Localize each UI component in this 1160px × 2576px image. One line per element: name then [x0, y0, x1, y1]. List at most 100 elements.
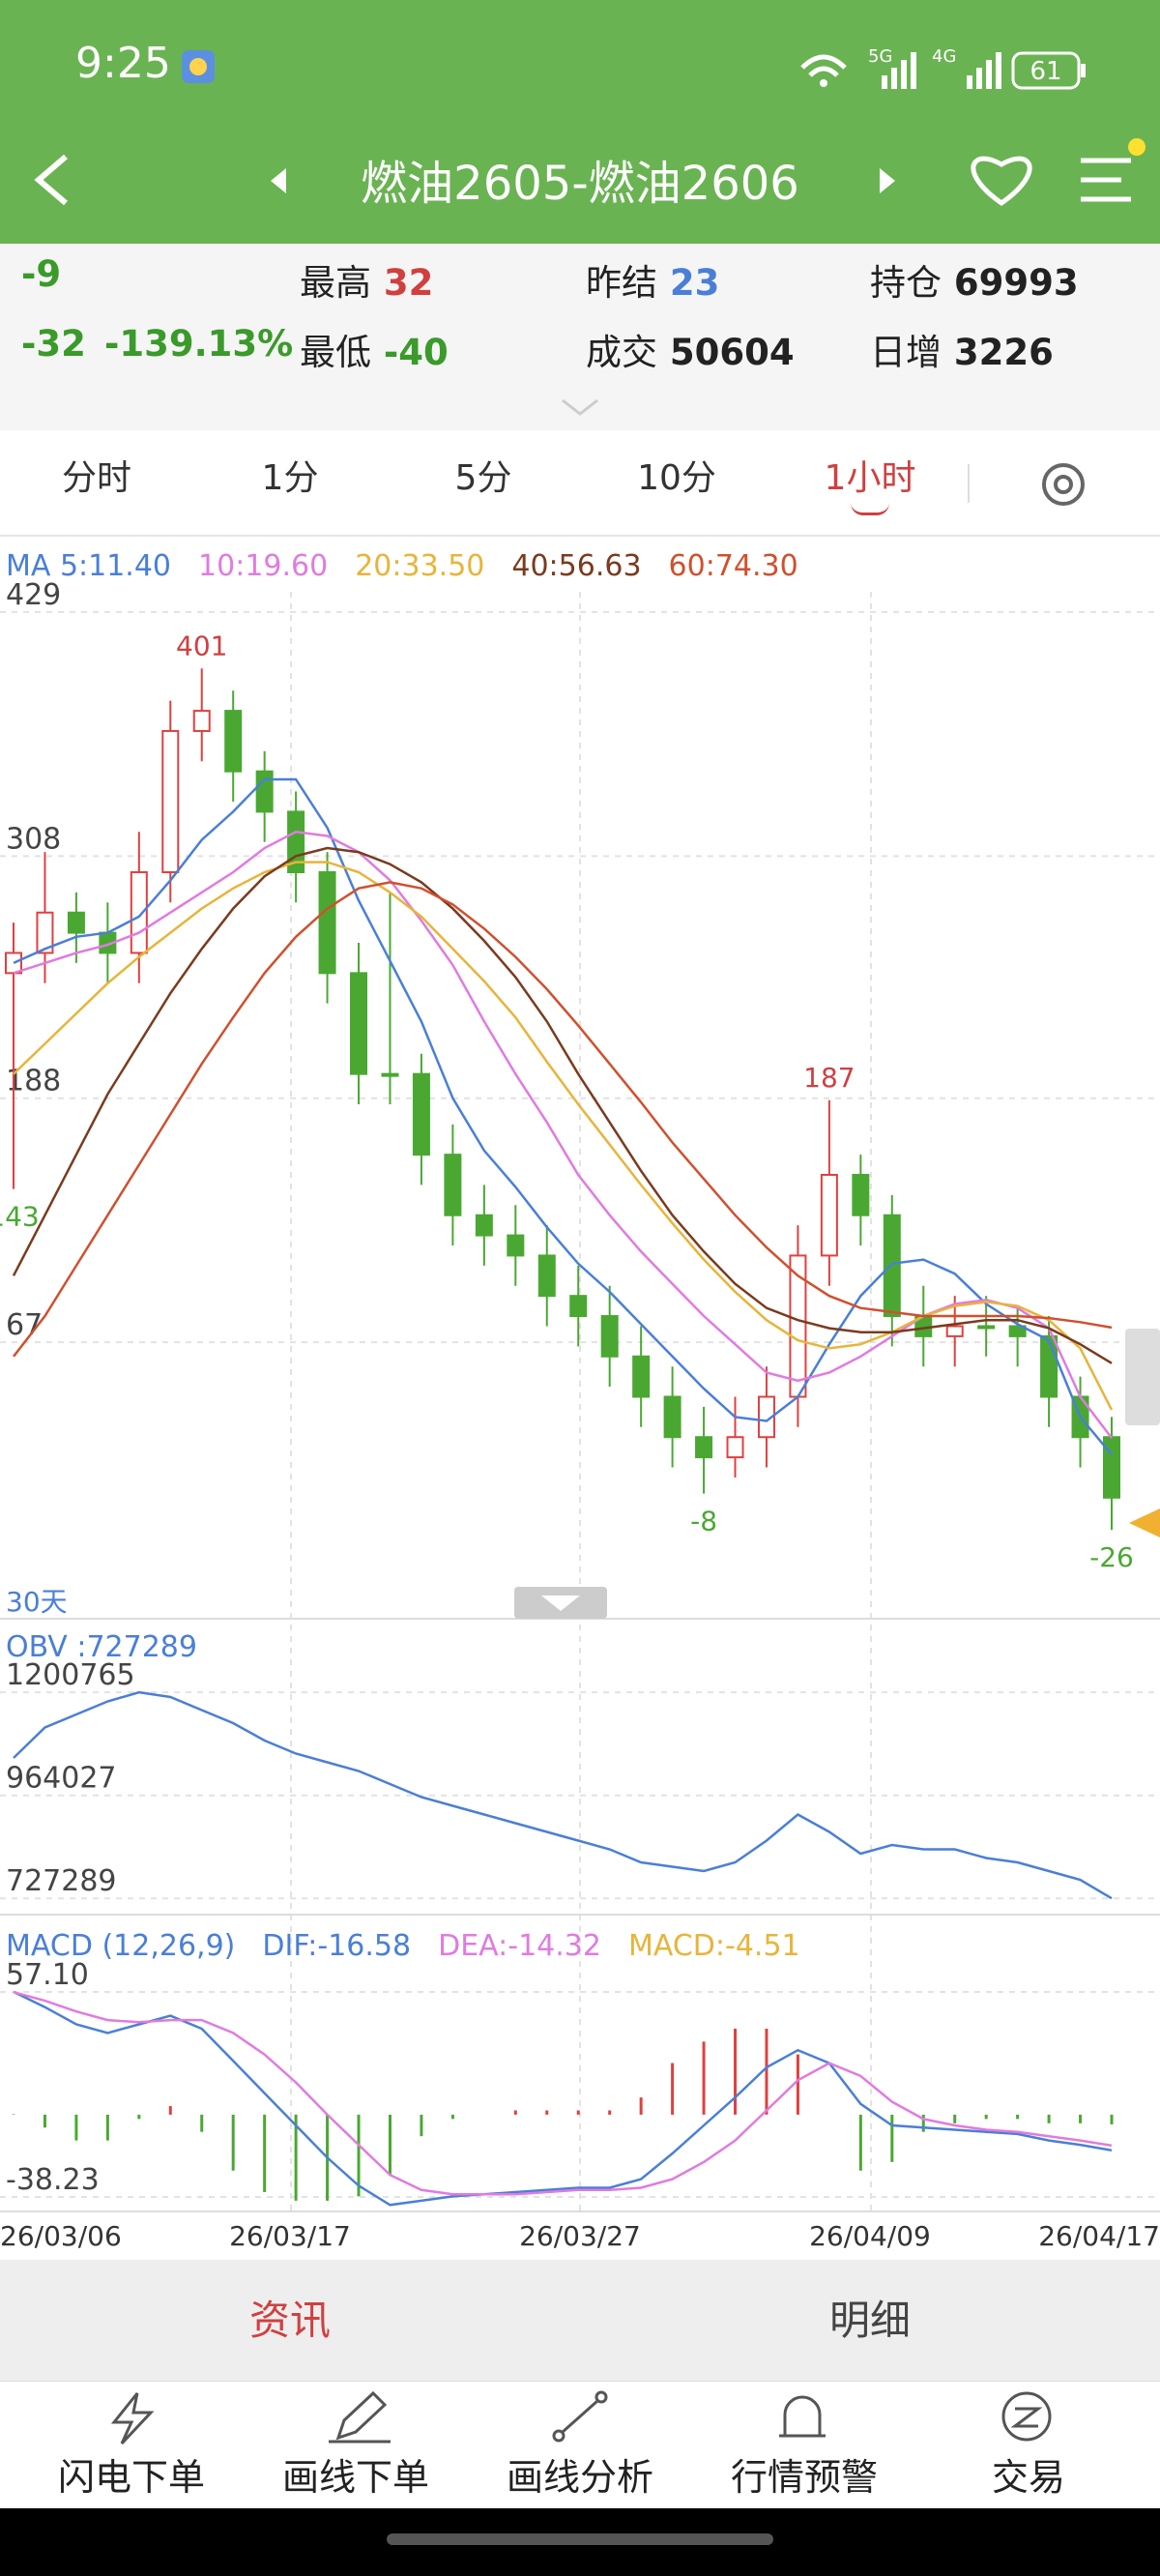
obv-tick: 964027	[6, 1762, 117, 1796]
price-tick: 188	[6, 1065, 61, 1098]
ma-line	[13, 881, 1113, 1358]
toolbar-item[interactable]: 闪电下单	[57, 2456, 205, 2499]
obv-tick: 1200765	[6, 1658, 135, 1692]
bottom-tab[interactable]: 明细	[828, 2297, 911, 2344]
date-label: 26/03/17	[229, 2220, 351, 2252]
candle-body	[883, 1214, 901, 1318]
candle-body	[5, 951, 22, 975]
change: -9	[21, 253, 62, 295]
toolbar-icons	[110, 2390, 1052, 2445]
candle-body	[820, 1173, 838, 1257]
time: 9:25	[75, 39, 171, 88]
change-abs: -32	[21, 323, 86, 365]
collapse-arrow	[541, 1595, 580, 1611]
candle-body	[161, 729, 180, 874]
candle-body	[36, 911, 54, 954]
candle-body	[852, 1173, 870, 1216]
extreme-label: 401	[176, 629, 227, 661]
ma-line	[12, 846, 1113, 1364]
candle-body	[381, 1072, 399, 1077]
change-pct: -139.13%	[104, 323, 294, 365]
expand[interactable]	[561, 396, 599, 420]
macd-legend: DEA:-14.32	[438, 1929, 601, 1963]
nav-title: 燃油2605-燃油2606	[361, 157, 799, 211]
candle-body	[600, 1315, 619, 1358]
stats: -9 -32 -139.13% 最高 32 最低 -40 昨结 23 成交 50…	[0, 244, 1160, 430]
candle-body	[1008, 1325, 1027, 1337]
dif-line	[13, 1990, 1113, 2207]
date-label: 26/03/06	[0, 2220, 122, 2252]
label: 持仓	[870, 262, 942, 304]
tab[interactable]: 分时	[61, 458, 131, 498]
price-tick: 308	[6, 822, 61, 856]
ma-line	[13, 831, 1113, 1439]
tab[interactable]: 1分	[261, 458, 319, 498]
extreme-label: 187	[803, 1062, 855, 1094]
label: 最高	[300, 262, 371, 304]
tab[interactable]: 1小时	[824, 458, 916, 498]
side-handle	[1125, 1329, 1160, 1425]
date-label: 26/03/27	[519, 2220, 641, 2252]
svg-text:5G: 5G	[868, 46, 892, 67]
value: 69993	[953, 262, 1079, 304]
candle-body	[537, 1254, 556, 1298]
macd-tick: -38.23	[6, 2163, 100, 2197]
ma-legend: 20:33.50	[355, 549, 484, 583]
ma-legend: 60:74.30	[669, 549, 798, 583]
bottom-tab[interactable]: 资讯	[248, 2297, 331, 2344]
toolbar-item[interactable]: 画线分析	[506, 2456, 653, 2499]
candle-body	[412, 1072, 430, 1156]
date-label: 26/04/09	[809, 2220, 931, 2252]
value: -40	[383, 332, 449, 373]
candle-body	[507, 1234, 525, 1257]
value: 3226	[953, 332, 1054, 373]
macd-tick: 57.10	[6, 1958, 89, 1992]
candle-body	[444, 1154, 462, 1216]
dea-line	[13, 1990, 1113, 2196]
macd-legend: DIF:-16.58	[262, 1929, 411, 1963]
toolbar-item[interactable]: 交易	[991, 2456, 1065, 2499]
value: 23	[669, 262, 720, 304]
candle-body	[255, 770, 274, 813]
value: 32	[383, 262, 434, 304]
tab-icons	[968, 463, 1085, 506]
extreme-label: 143	[0, 1201, 40, 1233]
bottom-tabs: 资讯 明细	[0, 2260, 1160, 2381]
ma-legend: 40:56.63	[511, 549, 641, 583]
label: 最低	[300, 332, 371, 373]
extreme-label: -26	[1089, 1541, 1134, 1573]
candle-body	[350, 972, 368, 1075]
toolbar-item[interactable]: 画线下单	[281, 2456, 429, 2499]
candle-body	[130, 871, 148, 954]
period-label: 30天	[6, 1586, 68, 1618]
tab[interactable]: 5分	[454, 458, 512, 498]
tab-underline	[851, 503, 889, 515]
macd-legend: MACD:-4.51	[628, 1929, 800, 1963]
candle-body	[632, 1355, 651, 1398]
price-tick: 429	[6, 578, 61, 612]
header-icons: 5G 4G 61	[34, 46, 1146, 207]
candle-body	[192, 710, 211, 732]
candle-body	[475, 1214, 493, 1237]
candle-body	[945, 1325, 964, 1337]
obv-legend: OBV :727289	[6, 1630, 197, 1664]
obv-tick: 727289	[6, 1864, 117, 1898]
candle-body	[287, 810, 305, 874]
candle-body	[726, 1436, 744, 1459]
candle-body	[977, 1325, 996, 1330]
label: 日增	[870, 332, 942, 373]
extreme-label: -8	[690, 1506, 717, 1537]
label: 昨结	[586, 262, 657, 304]
ma-line	[13, 777, 1113, 1456]
tab[interactable]: 10分	[637, 458, 716, 498]
value: 50604	[669, 332, 795, 373]
chart: MA 5:11.40 10:19.60 20:33.50 40:56.63 60:74.…	[0, 549, 1160, 2252]
toolbar-item[interactable]: 行情预警	[730, 2456, 878, 2499]
ma-legend: 10:19.60	[198, 549, 328, 583]
toolbar: 闪电下单 画线下单 画线分析 行情预警 交易	[0, 2381, 1160, 2508]
candle-body	[569, 1295, 588, 1318]
header: 9:25 5G 4G 61 燃油2605-燃油2606	[0, 0, 1160, 244]
ma-line	[13, 861, 1114, 1411]
candle-body	[318, 871, 336, 975]
